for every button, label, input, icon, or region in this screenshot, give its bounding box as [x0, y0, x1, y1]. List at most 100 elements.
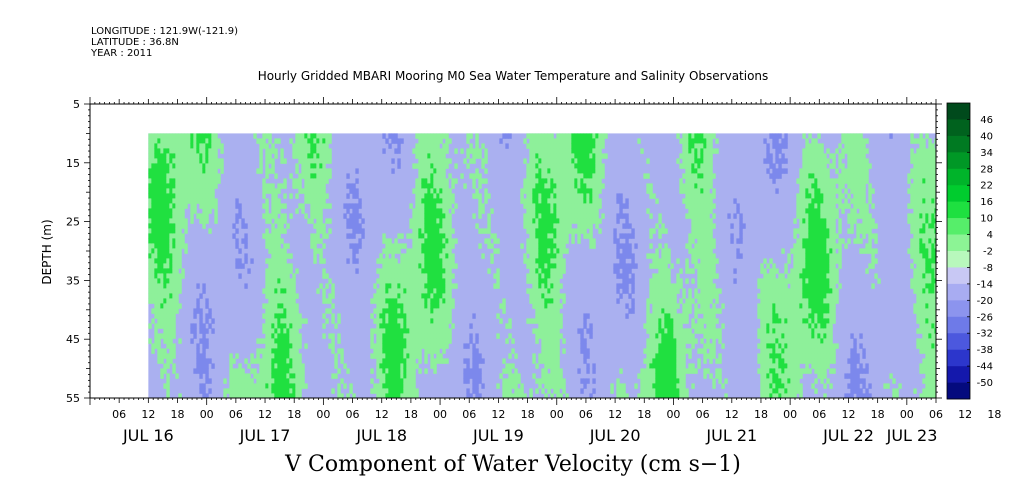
heatmap-cell — [430, 168, 434, 174]
heatmap-cell — [649, 228, 653, 234]
heatmap-cell — [526, 143, 530, 149]
heatmap-cell — [166, 393, 170, 398]
heatmap-cell — [784, 378, 788, 384]
heatmap-cell — [325, 283, 329, 289]
heatmap-cell — [280, 158, 284, 164]
heatmap-cell — [157, 188, 161, 194]
heatmap-cell — [559, 248, 563, 254]
heatmap-cell — [760, 343, 764, 349]
heatmap-cell — [280, 263, 284, 269]
heatmap-cell — [664, 258, 668, 264]
heatmap-cell — [319, 248, 323, 254]
heatmap-cell — [250, 383, 254, 389]
heatmap-cell — [340, 378, 344, 384]
heatmap-cell — [433, 153, 437, 159]
heatmap-cell — [175, 168, 179, 174]
heatmap-cell — [550, 308, 554, 314]
heatmap-cell — [766, 338, 770, 344]
heatmap-cell — [655, 373, 659, 379]
heatmap-cell — [184, 193, 188, 199]
heatmap-cell — [421, 263, 425, 269]
heatmap-cell — [166, 173, 170, 179]
heatmap-cell — [175, 208, 179, 214]
heatmap-cell — [538, 323, 542, 329]
heatmap-cell — [523, 203, 527, 209]
heatmap-cell — [202, 223, 206, 229]
heatmap-cell — [646, 353, 650, 359]
heatmap-cell — [424, 218, 428, 224]
heatmap-cell — [478, 228, 482, 234]
heatmap-cell — [514, 393, 518, 398]
heatmap-cell — [268, 368, 272, 374]
heatmap-cell — [403, 368, 407, 374]
heatmap-cell — [283, 183, 287, 189]
heatmap-cell — [265, 188, 269, 194]
heatmap-cell — [550, 293, 554, 299]
heatmap-cell — [781, 373, 785, 379]
heatmap-cell — [412, 393, 416, 398]
heatmap-cell — [673, 303, 677, 309]
heatmap-cell — [403, 298, 407, 304]
heatmap-cell — [445, 283, 449, 289]
heatmap-cell — [346, 368, 350, 374]
heatmap-cell — [421, 143, 425, 149]
heatmap-cell — [172, 148, 176, 154]
heatmap-cell — [400, 363, 404, 369]
heatmap-cell — [685, 298, 689, 304]
heatmap-cell — [643, 378, 647, 384]
heatmap-cell — [565, 233, 569, 239]
heatmap-cell — [445, 308, 449, 314]
heatmap-cell — [679, 338, 683, 344]
heatmap-cell — [295, 313, 299, 319]
heatmap-cell — [295, 138, 299, 144]
heatmap-cell — [370, 378, 374, 384]
heatmap-cell — [478, 213, 482, 219]
heatmap-cell — [781, 318, 785, 324]
heatmap-cell — [709, 308, 713, 314]
heatmap-cell — [547, 243, 551, 249]
heatmap-cell — [298, 333, 302, 339]
heatmap-cell — [577, 223, 581, 229]
heatmap-cell — [691, 338, 695, 344]
heatmap-cell — [397, 313, 401, 319]
heatmap-cell — [205, 143, 209, 149]
heatmap-cell — [583, 218, 587, 224]
heatmap-cell — [172, 278, 176, 284]
heatmap-cell — [403, 393, 407, 398]
heatmap-cell — [706, 328, 710, 334]
heatmap-cell — [574, 133, 578, 139]
heatmap-cell — [688, 168, 692, 174]
heatmap-cell — [265, 388, 269, 394]
heatmap-cell — [550, 218, 554, 224]
heatmap-cell — [181, 188, 185, 194]
heatmap-cell — [430, 238, 434, 244]
heatmap-cell — [274, 358, 278, 364]
heatmap-cell — [481, 143, 485, 149]
heatmap-cell — [445, 318, 449, 324]
heatmap-cell — [415, 348, 419, 354]
heatmap-cell — [238, 208, 242, 214]
heatmap-cell — [175, 253, 179, 259]
heatmap-cell — [433, 148, 437, 154]
heatmap-cell — [202, 153, 206, 159]
heatmap-cell — [436, 243, 440, 249]
heatmap-cell — [553, 378, 557, 384]
heatmap-cell — [541, 333, 545, 339]
heatmap-cell — [703, 178, 707, 184]
heatmap-cell — [769, 383, 773, 389]
heatmap-cell — [430, 208, 434, 214]
heatmap-cell — [172, 208, 176, 214]
heatmap-cell — [760, 388, 764, 394]
heatmap-cell — [427, 273, 431, 279]
heatmap-cell — [568, 153, 572, 159]
heatmap-cell — [394, 298, 398, 304]
heatmap-cell — [202, 193, 206, 199]
heatmap-cell — [550, 288, 554, 294]
heatmap-cell — [775, 278, 779, 284]
heatmap-cell — [319, 173, 323, 179]
heatmap-cell — [571, 178, 575, 184]
heatmap-cell — [148, 193, 152, 199]
heatmap-cell — [163, 183, 167, 189]
heatmap-cell — [583, 203, 587, 209]
heatmap-cell — [442, 148, 446, 154]
